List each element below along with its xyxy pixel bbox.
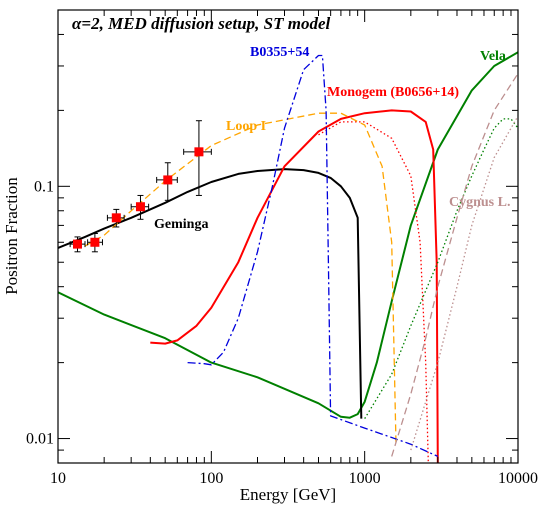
annotation-b0355: B0355+54 <box>250 45 309 60</box>
y-tick-label: 0.01 <box>26 431 54 448</box>
measurement-layer <box>69 120 212 253</box>
series-layer <box>58 51 518 463</box>
data-point-0 <box>72 239 82 249</box>
series-line-8 <box>410 115 518 451</box>
series-line-5 <box>187 54 439 457</box>
x-axis-title: Energy [GeV] <box>240 485 336 504</box>
data-point-3 <box>135 202 145 212</box>
y-tick-label: 0.1 <box>34 178 54 195</box>
annotation-loop-i: Loop I <box>226 119 266 134</box>
series-line-7 <box>391 73 518 457</box>
x-tick-label: 100 <box>199 470 223 487</box>
plot-title: α=2, MED diffusion setup, ST model <box>72 14 331 33</box>
y-axis-title: Positron Fraction <box>2 177 21 295</box>
annotation-cygnus: Cygnus L. <box>449 195 510 210</box>
x-tick-label: 10000 <box>498 470 538 487</box>
series-line-0 <box>58 51 518 419</box>
data-point-5 <box>194 147 204 157</box>
x-tick-label: 10 <box>50 470 66 487</box>
x-tick-label: 1000 <box>349 470 381 487</box>
series-line-2 <box>150 109 439 463</box>
series-line-1 <box>58 168 363 419</box>
tick-layer: 10 100 1000 10000 0.01 0.1 <box>26 9 538 487</box>
data-point-1 <box>90 237 100 247</box>
annotation-vela: Vela <box>480 49 506 64</box>
data-point-2 <box>111 213 121 223</box>
annotation-geminga: Geminga <box>154 217 208 232</box>
plot-frame <box>57 9 519 464</box>
data-point-4 <box>163 175 173 185</box>
annotation-monogem: Monogem (B0656+14) <box>327 85 459 100</box>
